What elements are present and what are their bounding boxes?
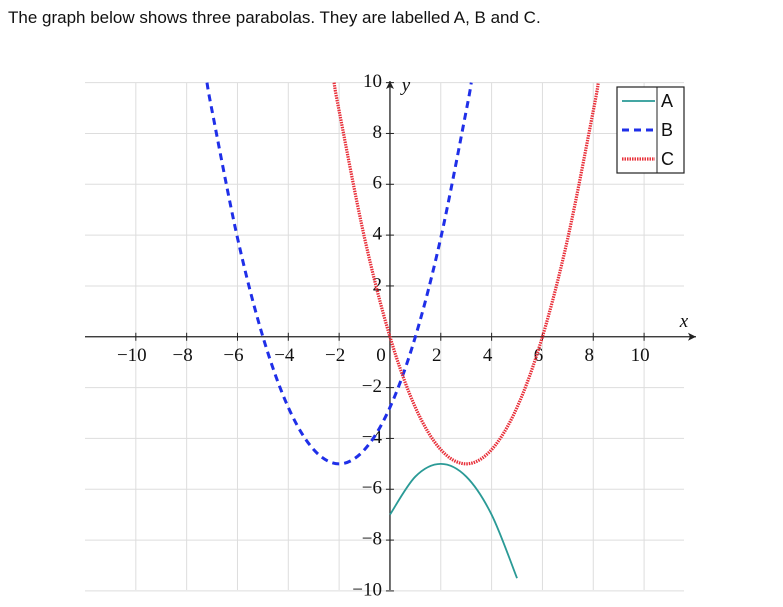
y-arrow (385, 81, 394, 89)
y-tick-label: 2 (372, 274, 382, 295)
x-axis-label: x (679, 311, 689, 332)
y-axis-label: y (400, 75, 411, 96)
parabola-0 (389, 462, 518, 579)
x-tick-label: 6 (534, 345, 544, 366)
legend-label: B (661, 120, 673, 140)
y-tick-label: 8 (372, 122, 382, 143)
parabola-2 (332, 82, 600, 466)
y-tick-label: −4 (362, 427, 383, 448)
x-tick-label: −8 (173, 345, 193, 366)
y-tick-label: −8 (362, 528, 382, 549)
x-tick-label: −2 (325, 345, 345, 366)
y-tick-label: 10 (363, 71, 382, 92)
x-arrow (688, 332, 696, 341)
legend-label: C (661, 149, 674, 169)
y-tick-label: −2 (362, 376, 382, 397)
x-tick-label: −6 (223, 345, 243, 366)
legend-label: A (661, 91, 673, 111)
x-tick-label: 0 (376, 345, 386, 366)
x-tick-label: 8 (585, 345, 595, 366)
y-tick-label: −10 (352, 579, 382, 600)
y-tick-label: −6 (362, 478, 382, 499)
x-tick-label: 4 (483, 345, 493, 366)
intro-text: The graph below shows three parabolas. T… (8, 8, 541, 27)
y-tick-label: 6 (372, 173, 382, 194)
x-tick-label: 2 (432, 345, 442, 366)
x-tick-label: 10 (631, 345, 650, 366)
x-tick-label: −10 (117, 345, 147, 366)
x-tick-label: −4 (274, 345, 295, 366)
parabola-1 (205, 82, 473, 466)
y-tick-label: 4 (372, 223, 382, 244)
